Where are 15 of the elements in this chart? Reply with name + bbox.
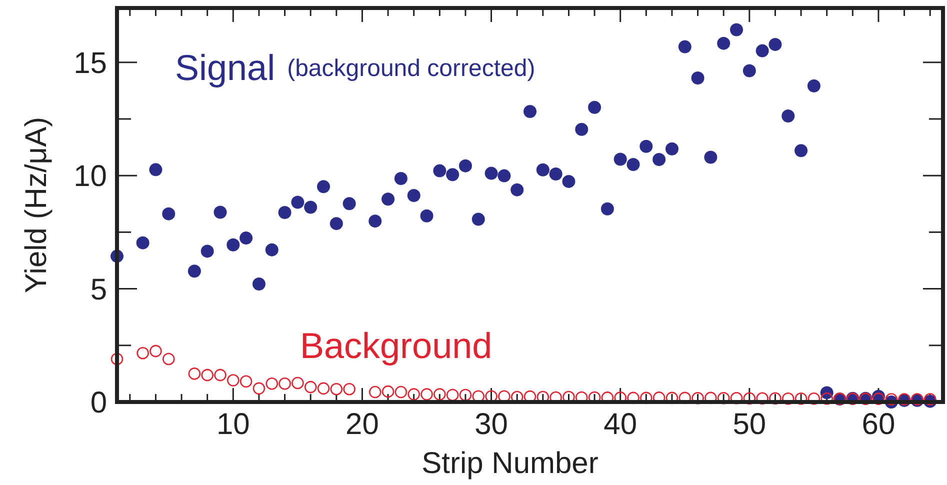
y-axis-title: Yield (Hz/μA) <box>20 116 53 294</box>
y-tick-label: 10 <box>74 160 107 194</box>
x-tick-label: 10 <box>216 408 250 441</box>
x-tick-label: 30 <box>474 408 508 441</box>
x-tick-label: 50 <box>732 408 766 441</box>
y-tick-label: 0 <box>90 386 107 420</box>
x-axis-title: Strip Number <box>422 447 598 480</box>
y-tick-label: 5 <box>90 273 107 306</box>
x-tick-label: 20 <box>346 408 379 441</box>
y-tick-label: 15 <box>74 46 107 80</box>
annotation: (background corrected) <box>287 55 536 82</box>
x-tick-label: 40 <box>604 408 638 441</box>
x-tick-label: 60 <box>862 408 896 441</box>
text: Signal <box>175 47 276 88</box>
series-label: Background <box>300 325 492 366</box>
